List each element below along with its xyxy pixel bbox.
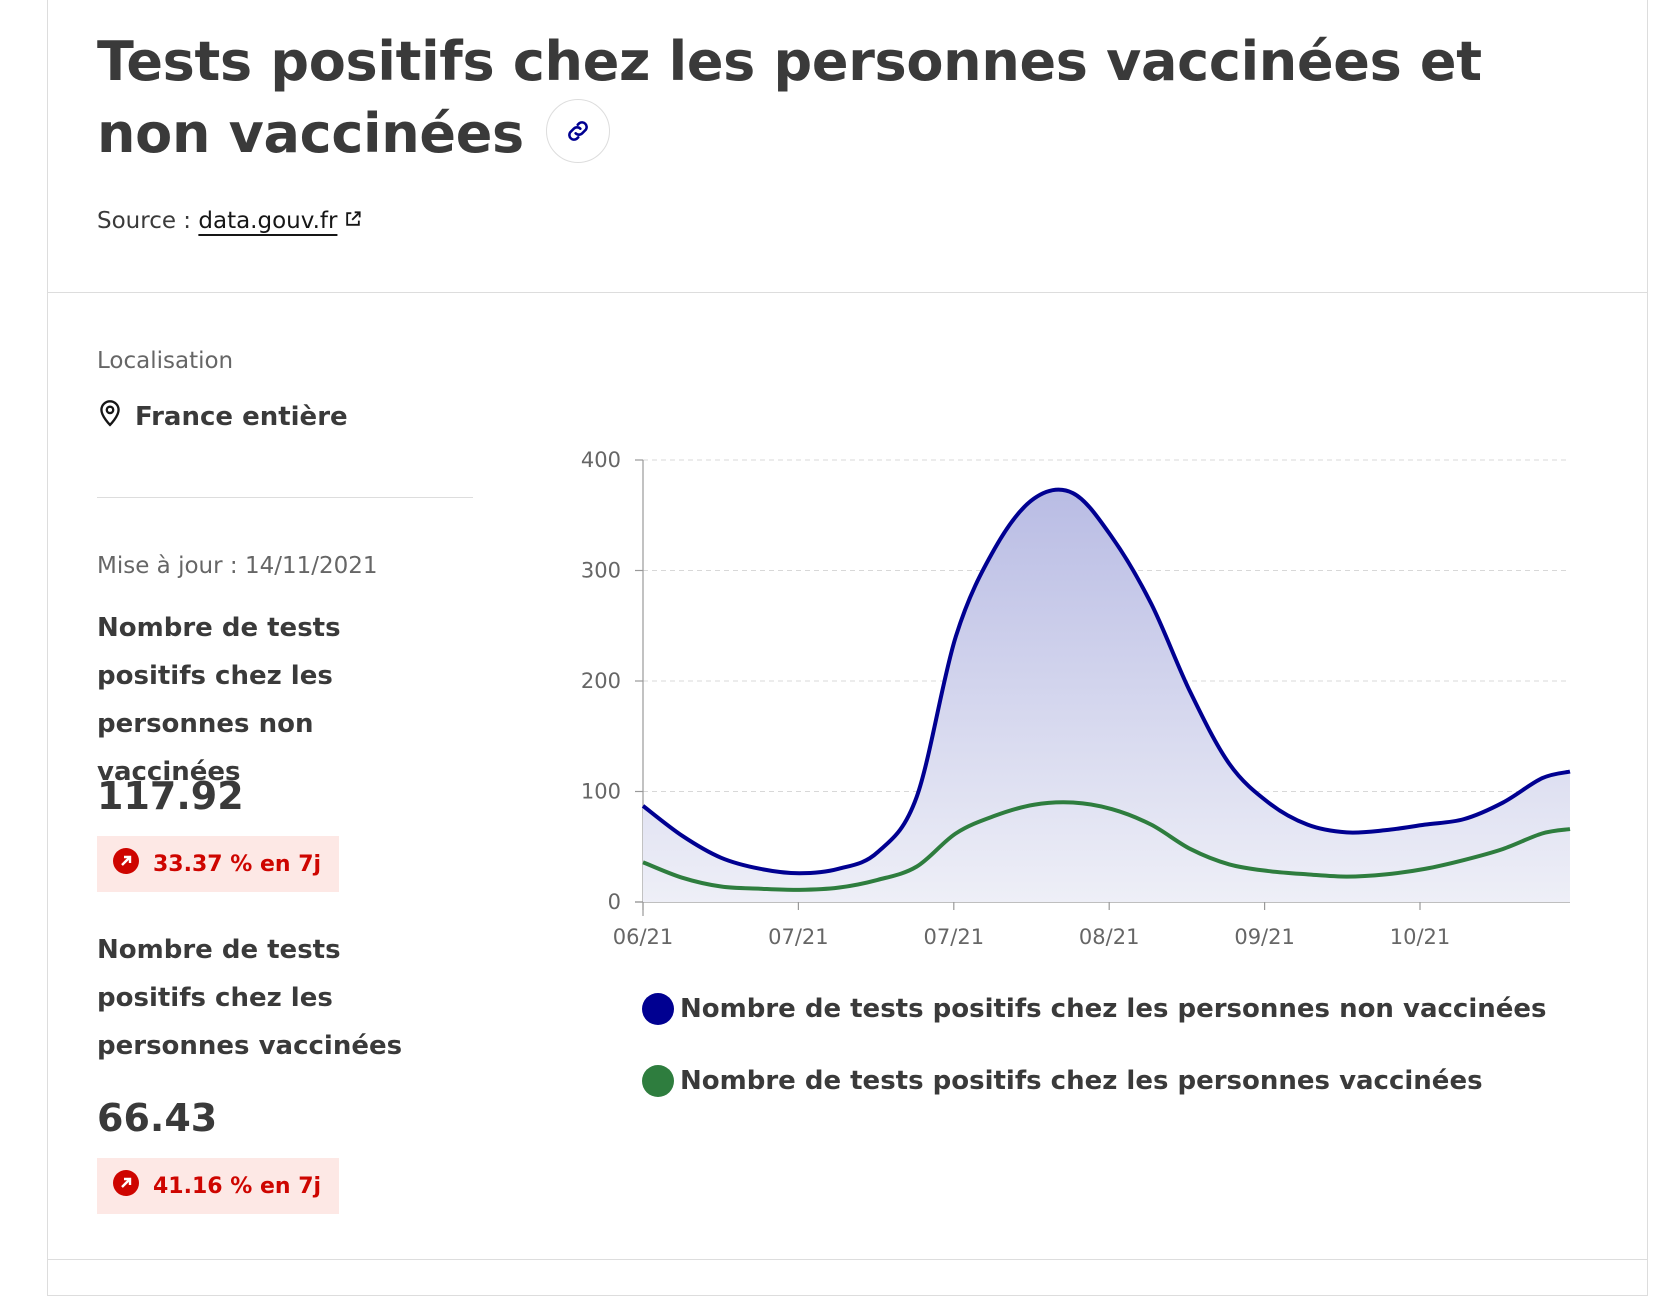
x-tick-label: 08/21 xyxy=(1079,925,1140,949)
line-unvaccinated xyxy=(641,487,1571,876)
y-tick-label: 200 xyxy=(581,669,621,693)
area-unvaccinated xyxy=(643,489,1570,902)
kpi-value-vaccinated: 66.43 xyxy=(97,1096,218,1140)
link-icon xyxy=(567,121,588,142)
x-tick-label: 10/21 xyxy=(1390,925,1451,949)
map-pin-icon xyxy=(100,399,120,427)
y-tick-label: 0 xyxy=(608,890,621,914)
arrow-up-right-icon xyxy=(113,1170,139,1196)
kpi-label-unvaccinated: Nombre de tests positifs chez les person… xyxy=(97,613,341,787)
source-link[interactable]: data.gouv.fr xyxy=(198,208,363,234)
source-line: Source : data.gouv.fr xyxy=(97,208,363,234)
trend-text: 41.16 % en 7j xyxy=(153,1173,322,1199)
legend-dot-unvaccinated xyxy=(642,993,674,1025)
line-vaccinated xyxy=(642,800,1571,892)
card-bottom-border xyxy=(47,1259,1648,1260)
x-tick-label: 06/21 xyxy=(613,925,674,949)
kpi-label-vaccinated: Nombre de tests positifs chez les person… xyxy=(97,935,403,1061)
x-tick-label: 07/21 xyxy=(924,925,985,949)
kpi-value-unvaccinated: 117.92 xyxy=(97,774,244,818)
x-tick-label: 07/21 xyxy=(768,925,829,949)
x-tick-label: 09/21 xyxy=(1234,925,1295,949)
trend-badge-unvaccinated: 33.37 % en 7j xyxy=(97,836,340,892)
copy-link-button[interactable] xyxy=(545,99,610,164)
left-divider xyxy=(97,497,473,498)
y-tick-label: 400 xyxy=(581,448,621,472)
y-tick-label: 300 xyxy=(581,559,621,583)
location-label: Localisation xyxy=(97,348,234,374)
external-link-icon xyxy=(346,210,362,226)
page-title: Tests positifs chez les personnes vaccin… xyxy=(97,30,1482,165)
trend-text: 33.37 % en 7j xyxy=(153,851,322,877)
location-value[interactable]: France entière xyxy=(97,399,348,433)
y-tick-label: 100 xyxy=(581,780,621,804)
arrow-up-right-icon xyxy=(113,848,139,874)
source-label: Source : xyxy=(97,208,199,234)
legend-item-unvaccinated[interactable]: Nombre de tests positifs chez les person… xyxy=(642,993,1546,1025)
card-divider xyxy=(47,292,1648,293)
area-chart: 0 100 200 300 400 06/21 07/21 07/21 08/21 09/21 10… xyxy=(581,448,1571,949)
legend-item-vaccinated[interactable]: Nombre de tests positifs chez les person… xyxy=(642,1065,1483,1097)
update-date: Mise à jour : 14/11/2021 xyxy=(97,553,378,579)
trend-badge-vaccinated: 41.16 % en 7j xyxy=(97,1158,340,1214)
legend-dot-vaccinated xyxy=(642,1065,674,1097)
